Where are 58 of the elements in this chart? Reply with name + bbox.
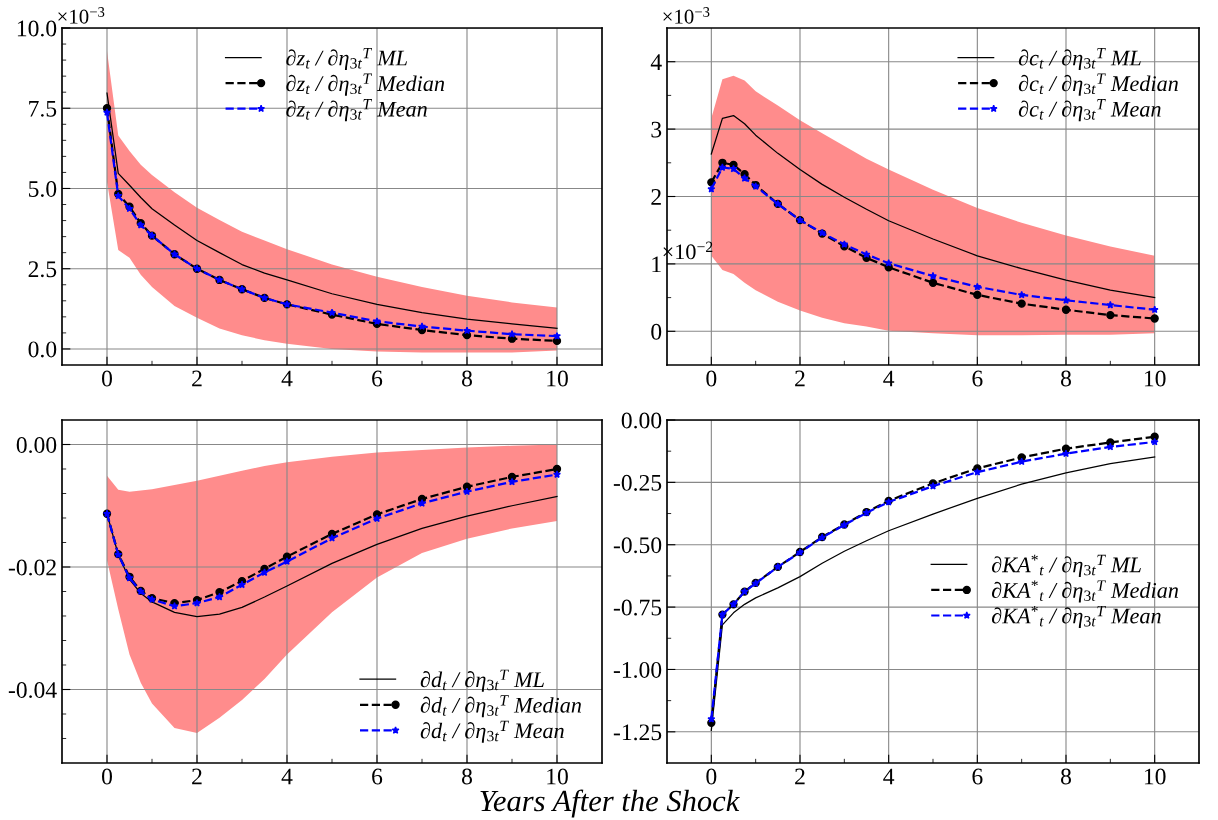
x-tick-label: 6 xyxy=(972,768,983,785)
y-tick-label: 0.00 xyxy=(16,436,57,454)
x-tick-label: 6 xyxy=(972,370,983,387)
x-tick-label: 10 xyxy=(547,370,568,387)
y-tick-label: 10.0 xyxy=(17,20,57,37)
y-tick-label: 0 xyxy=(651,323,662,340)
legend-label: ∂z$_{t}$ / ∂η$_{3t}$$^{T}$ Median xyxy=(286,73,445,96)
x-axis-title: Years After the Shock xyxy=(480,789,740,818)
legend-label: ∂z$_{t}$ / ∂η$_{3t}$$^{T}$ ML xyxy=(286,48,407,71)
y-tick-label: 1 xyxy=(652,256,661,273)
y-tick-label: -0.04 xyxy=(8,681,57,699)
legend-label: ∂KA$^{*}$$_{t}$ / ∂η$_{3t}$$^{T}$ ML xyxy=(991,554,1141,577)
x-tick-label: 8 xyxy=(1061,768,1071,785)
y-tick-label: -1.00 xyxy=(613,661,662,678)
legend-label: ∂d$_{t}$ / ∂η$_{3t}$$^{T}$ Mean xyxy=(420,720,564,743)
y-tick-label: 2.5 xyxy=(28,261,57,278)
y-tick-label: -1.25 xyxy=(613,724,662,741)
x-tick-label: 0 xyxy=(706,370,717,387)
text: ×10$^{−3}$ xyxy=(58,7,105,24)
x-tick-label: 4 xyxy=(883,370,895,387)
x-tick-label: 6 xyxy=(372,768,383,785)
legend-label: ∂d$_{t}$ / ∂η$_{3t}$$^{T}$ ML xyxy=(420,669,544,692)
legend-label: ∂d$_{t}$ / ∂η$_{3t}$$^{T}$ Median xyxy=(420,695,582,718)
y-tick-label: 7.5 xyxy=(29,100,57,117)
x-tick-label: 10 xyxy=(1144,768,1166,785)
y-tick-label: 0.00 xyxy=(621,412,662,429)
x-tick-label: 2 xyxy=(192,768,202,785)
x-tick-label: 2 xyxy=(192,370,202,387)
x-tick-label: 2 xyxy=(795,768,805,785)
x-tick-label: 2 xyxy=(795,370,805,387)
y-tick-label: -0.02 xyxy=(8,559,56,576)
y-tick-label: -0.75 xyxy=(613,599,662,616)
x-tick-label: 0 xyxy=(706,768,717,785)
x-tick-label: 8 xyxy=(1061,370,1071,387)
y-tick-label: -0.25 xyxy=(613,474,662,491)
x-tick-label: 10 xyxy=(547,768,568,785)
y-tick-label: 0.0 xyxy=(28,341,57,358)
legend-label: ∂c$_{t}$ / ∂η$_{3t}$$^{T}$ ML xyxy=(1018,48,1141,71)
y-tick-label: 3 xyxy=(651,121,662,138)
x-tick-label: 4 xyxy=(883,768,895,785)
y-tick-label: 5.0 xyxy=(29,180,57,197)
y-tick-label: 2 xyxy=(651,189,661,205)
x-tick-label: 0 xyxy=(102,370,112,387)
x-tick-label: 6 xyxy=(372,370,383,387)
x-tick-label: 10 xyxy=(1144,370,1166,387)
legend-label: ∂c$_{t}$ / ∂η$_{3t}$$^{T}$ Median xyxy=(1018,73,1178,96)
x-tick-label: 8 xyxy=(462,370,472,387)
legend-label: ∂KA$^{*}$$_{t}$ / ∂η$_{3t}$$^{T}$ Median xyxy=(991,580,1179,603)
x-tick-label: 4 xyxy=(281,768,293,785)
legend-label: ∂KA$^{*}$$_{t}$ / ∂η$_{3t}$$^{T}$ Mean xyxy=(991,605,1161,629)
y-tick-label: 4 xyxy=(650,54,662,70)
x-tick-label: 0 xyxy=(102,768,112,785)
legend-label: ∂c$_{t}$ / ∂η$_{3t}$$^{T}$ Mean xyxy=(1018,99,1161,122)
x-tick-label: 4 xyxy=(281,370,293,387)
y-tick-label: -0.50 xyxy=(613,537,662,554)
x-tick-label: 8 xyxy=(462,768,472,785)
legend-label: ∂z$_{t}$ / ∂η$_{3t}$$^{T}$ Mean xyxy=(286,99,427,122)
text: ×10$^{−3}$ xyxy=(663,7,710,24)
